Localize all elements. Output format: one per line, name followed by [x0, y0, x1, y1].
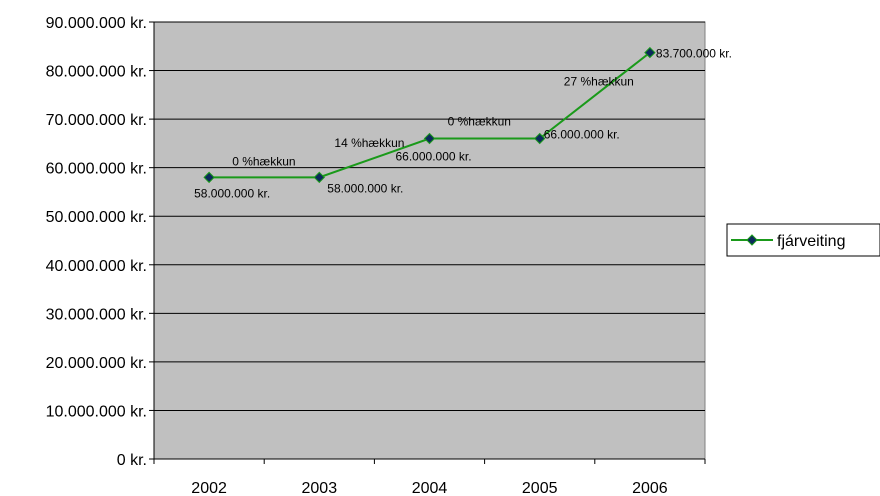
y-tick-label: 10.000.000 kr. [46, 403, 147, 420]
percent-increase-annotation: 0 %hækkun [232, 154, 295, 168]
data-label: 58.000.000 kr. [327, 181, 403, 195]
y-tick-label: 30.000.000 kr. [46, 306, 147, 323]
data-labels: 58.000.000 kr. 58.000.000 kr. 66.000.000 k… [194, 47, 732, 201]
y-tick-label: 40.000.000 kr. [46, 258, 147, 275]
data-point [423, 132, 436, 145]
x-tick-label: 2006 [632, 480, 668, 496]
legend-label: fjárveiting [777, 233, 845, 250]
x-tick-label: 2004 [412, 480, 448, 496]
y-tick-label: 0 kr. [117, 452, 147, 469]
x-tick-label: 2003 [302, 480, 338, 496]
legend-marker [746, 234, 758, 246]
data-label: 66.000.000 kr. [396, 150, 472, 164]
x-axis-tick-labels: 2002 2003 2004 2005 2006 [191, 480, 667, 496]
percent-increase-annotation: 0 %hækkun [448, 115, 511, 129]
data-point [533, 132, 546, 145]
axes [149, 21, 706, 464]
data-point [203, 171, 215, 184]
legend: fjárveiting [726, 223, 880, 257]
y-tick-label: 60.000.000 kr. [46, 161, 147, 178]
y-tick-label: 90.000.000 kr. [46, 15, 147, 32]
data-point [313, 171, 326, 184]
x-tick-label: 2005 [522, 480, 558, 496]
y-tick-label: 80.000.000 kr. [46, 64, 147, 81]
x-tick-label: 2002 [191, 480, 227, 496]
gridlines [154, 21, 705, 411]
data-label: 58.000.000 kr. [194, 186, 270, 200]
percent-increase-annotation: 27 %hækkun [564, 75, 634, 89]
y-axis-tick-labels: 0 kr. 10.000.000 kr. 20.000.000 kr. 30.000.… [46, 15, 147, 469]
y-tick-label: 50.000.000 kr. [46, 209, 147, 226]
y-tick-label: 70.000.000 kr. [46, 112, 147, 129]
data-point [644, 46, 656, 59]
plot-area [153, 21, 706, 460]
percent-increase-annotation: 14 %hækkun [334, 136, 404, 150]
data-label: 66.000.000 kr. [544, 128, 620, 142]
series-fjarveiting [203, 46, 656, 184]
data-label: 83.700.000 kr. [656, 47, 732, 61]
y-tick-label: 20.000.000 kr. [46, 355, 147, 372]
annotations: 0 %hækkun 14 %hækkun 0 %hækkun 27 %hækkun [232, 75, 634, 169]
